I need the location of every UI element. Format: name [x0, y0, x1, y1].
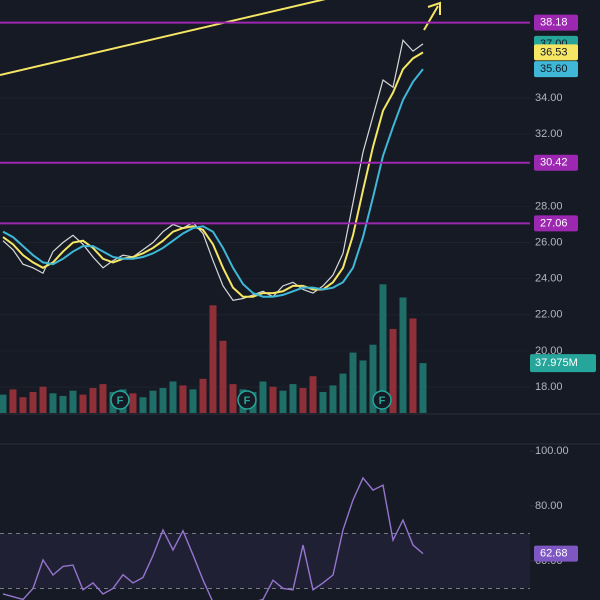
volume-label-bg	[530, 354, 596, 373]
marker-label: F	[379, 395, 386, 407]
volume-bar	[139, 397, 147, 413]
volume-bar	[279, 390, 287, 413]
volume-bar	[39, 386, 47, 413]
volume-bar	[399, 297, 407, 413]
marker	[372, 390, 392, 410]
volume-bar	[229, 384, 237, 413]
rsi-tick-label: 100.00	[535, 445, 569, 457]
volume-bar	[19, 397, 27, 413]
price-label: 35.60	[540, 63, 568, 75]
volume-bar	[209, 305, 217, 413]
price-label-bg	[534, 61, 578, 78]
price-pane	[0, 39, 530, 413]
volume-bar	[69, 390, 77, 413]
rsi-pane	[0, 476, 530, 600]
level-label: 38.18	[540, 16, 568, 28]
y-tick-label: 34.00	[535, 92, 563, 104]
y-tick-label: 22.00	[535, 309, 563, 321]
volume-bar	[29, 391, 37, 413]
rsi-line	[2, 476, 424, 600]
volume-bar	[309, 376, 317, 413]
y-tick-label: 20.00	[535, 345, 563, 357]
y-tick-label: 18.00	[535, 381, 563, 393]
rsi-tick-label: 80.00	[535, 500, 563, 512]
volume-bar	[379, 284, 387, 413]
volume-bar	[259, 381, 267, 413]
y-tick-label: 24.00	[535, 273, 563, 285]
volume-bar	[0, 394, 7, 413]
volume-bar	[369, 344, 377, 413]
y-tick-label: 32.00	[535, 128, 563, 140]
y-tick-label: 26.00	[535, 236, 563, 248]
volume-bar	[129, 393, 137, 413]
price-line	[2, 51, 424, 298]
volume-bar	[269, 386, 277, 413]
price-line	[2, 39, 424, 301]
volume-bar	[329, 385, 337, 413]
level-label-bg	[534, 14, 578, 31]
marker-label: F	[117, 395, 124, 407]
marker	[110, 390, 130, 410]
marker-label: F	[244, 395, 251, 407]
volume-bar	[189, 389, 197, 413]
level-label-bg	[534, 215, 578, 232]
marker	[237, 390, 257, 410]
rsi-label: 62.68	[540, 548, 568, 560]
volume-bar	[99, 384, 107, 413]
rsi-label-bg	[534, 545, 578, 562]
y-tick-label: 28.00	[535, 200, 563, 212]
volume-bar	[289, 384, 297, 413]
rsi-band	[0, 533, 530, 589]
volume-bar	[59, 395, 67, 413]
trendline	[0, 0, 441, 76]
volume-bar	[339, 373, 347, 413]
volume-bar	[179, 385, 187, 413]
level-label-bg	[534, 154, 578, 171]
volume-bar	[319, 391, 327, 413]
volume-bar	[419, 363, 427, 413]
price-label-bg	[534, 44, 578, 61]
volume-bar	[169, 381, 177, 413]
price-line	[2, 68, 424, 298]
level-label: 30.42	[540, 157, 568, 169]
volume-bar	[9, 389, 17, 413]
volume-bar	[299, 388, 307, 413]
volume-bar	[199, 378, 207, 413]
volume-bar	[359, 360, 367, 413]
volume-bar	[79, 394, 87, 413]
volume-bar	[49, 393, 57, 413]
price-label: 36.53	[540, 46, 568, 58]
volume-bar	[89, 388, 97, 413]
volume-bar	[149, 390, 157, 413]
volume-bar	[219, 340, 227, 413]
volume-bar	[349, 352, 357, 413]
volume-bar	[409, 318, 417, 413]
level-label: 27.06	[540, 217, 568, 229]
volume-bar	[389, 328, 397, 413]
volume-label: 37.975M	[535, 357, 578, 369]
volume-bar	[159, 388, 167, 413]
